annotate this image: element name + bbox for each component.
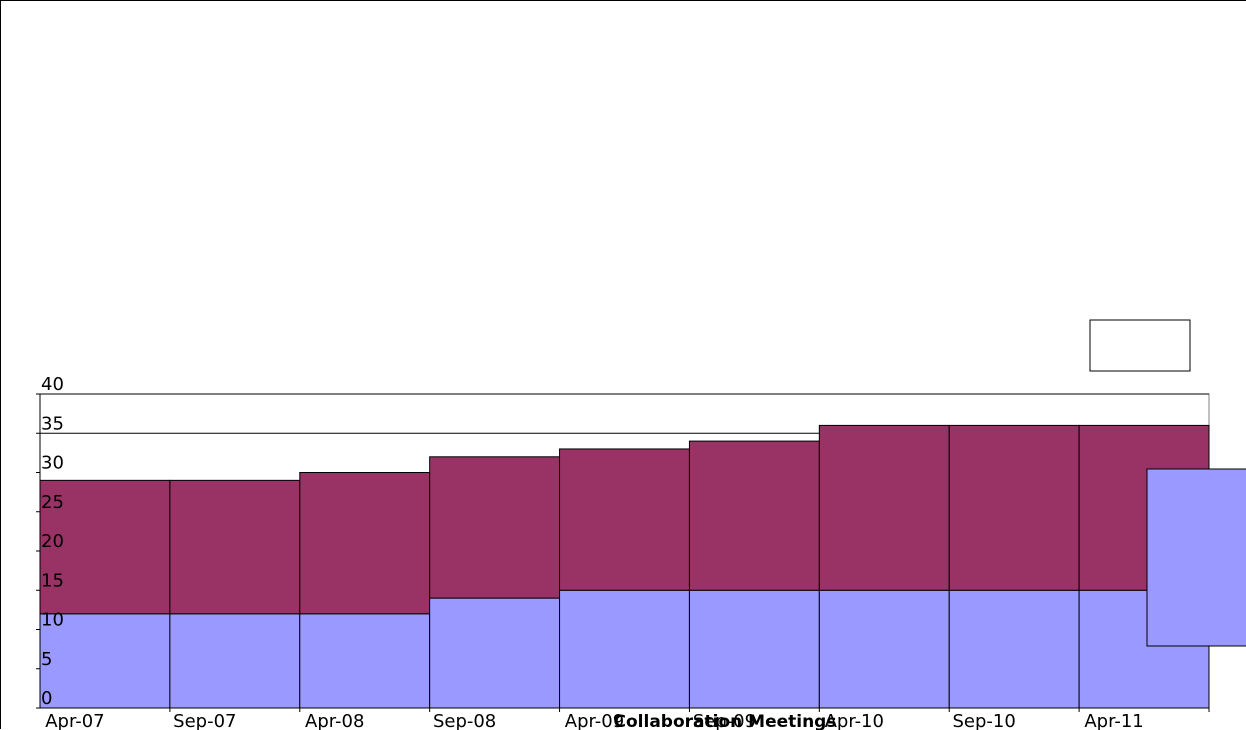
x-tick-labels: Apr-07 Sep-07 Apr-08 Sep-08 Apr-09 Sep-09 Apr-…	[45, 711, 1144, 730]
bar-Sep-10-series-1	[948, 589, 1080, 709]
legend-swatch-series-1	[1146, 468, 1246, 647]
bar-Sep-09-series-1	[688, 589, 820, 709]
y-tick-label-35: 35	[41, 413, 64, 434]
bar-Sep-07-series-1	[169, 613, 301, 709]
bar-Apr-09-series-2	[559, 448, 690, 591]
y-tick-label-10: 10	[41, 610, 64, 631]
x-tick-label-Apr-09: Apr-09	[565, 711, 624, 730]
bar-Apr-08-series-1	[299, 613, 431, 709]
y-tick-label-0: 0	[41, 688, 52, 709]
legend-box	[1089, 319, 1191, 372]
x-tick-label-Apr-10: Apr-10	[825, 711, 884, 730]
y-tick-label-20: 20	[41, 531, 64, 552]
bar-Apr-07-series-1	[39, 613, 171, 709]
bar-Apr-09-series-1	[559, 589, 690, 709]
axes	[36, 393, 1210, 712]
x-tick-label-Apr-08: Apr-08	[305, 711, 364, 730]
y-tick-label-25: 25	[41, 492, 64, 513]
bar-Sep-08-series-1	[429, 597, 561, 709]
bar-Sep-10-series-2	[948, 424, 1080, 591]
bar-Sep-08-series-2	[429, 456, 561, 599]
bar-Sep-07-series-2	[169, 479, 301, 615]
bar-Apr-10-series-1	[818, 589, 950, 709]
x-tick-label-Sep-07: Sep-07	[173, 711, 236, 730]
x-tick-label-Apr-11: Apr-11	[1084, 711, 1143, 730]
x-tick-label-Sep-09: Sep-09	[693, 711, 756, 730]
bar-Apr-08-series-2	[299, 472, 431, 615]
y-tick-label-30: 30	[41, 453, 64, 474]
x-axis-title: Collaboration Meetings	[614, 712, 837, 730]
bars	[39, 424, 1210, 709]
bar-Sep-09-series-2	[688, 440, 820, 591]
y-tick-label-5: 5	[41, 649, 52, 670]
x-tick-label-Apr-07: Apr-07	[45, 711, 104, 730]
y-tick-label-15: 15	[41, 570, 64, 591]
x-tick-label-Sep-10: Sep-10	[953, 711, 1016, 730]
bar-Apr-10-series-2	[818, 424, 950, 591]
legend	[1089, 319, 1246, 647]
x-tick-label-Sep-08: Sep-08	[433, 711, 496, 730]
y-tick-label-40: 40	[41, 374, 64, 395]
y-tick-labels: 0 5 10 15 20 25 30 35 40	[41, 374, 64, 709]
